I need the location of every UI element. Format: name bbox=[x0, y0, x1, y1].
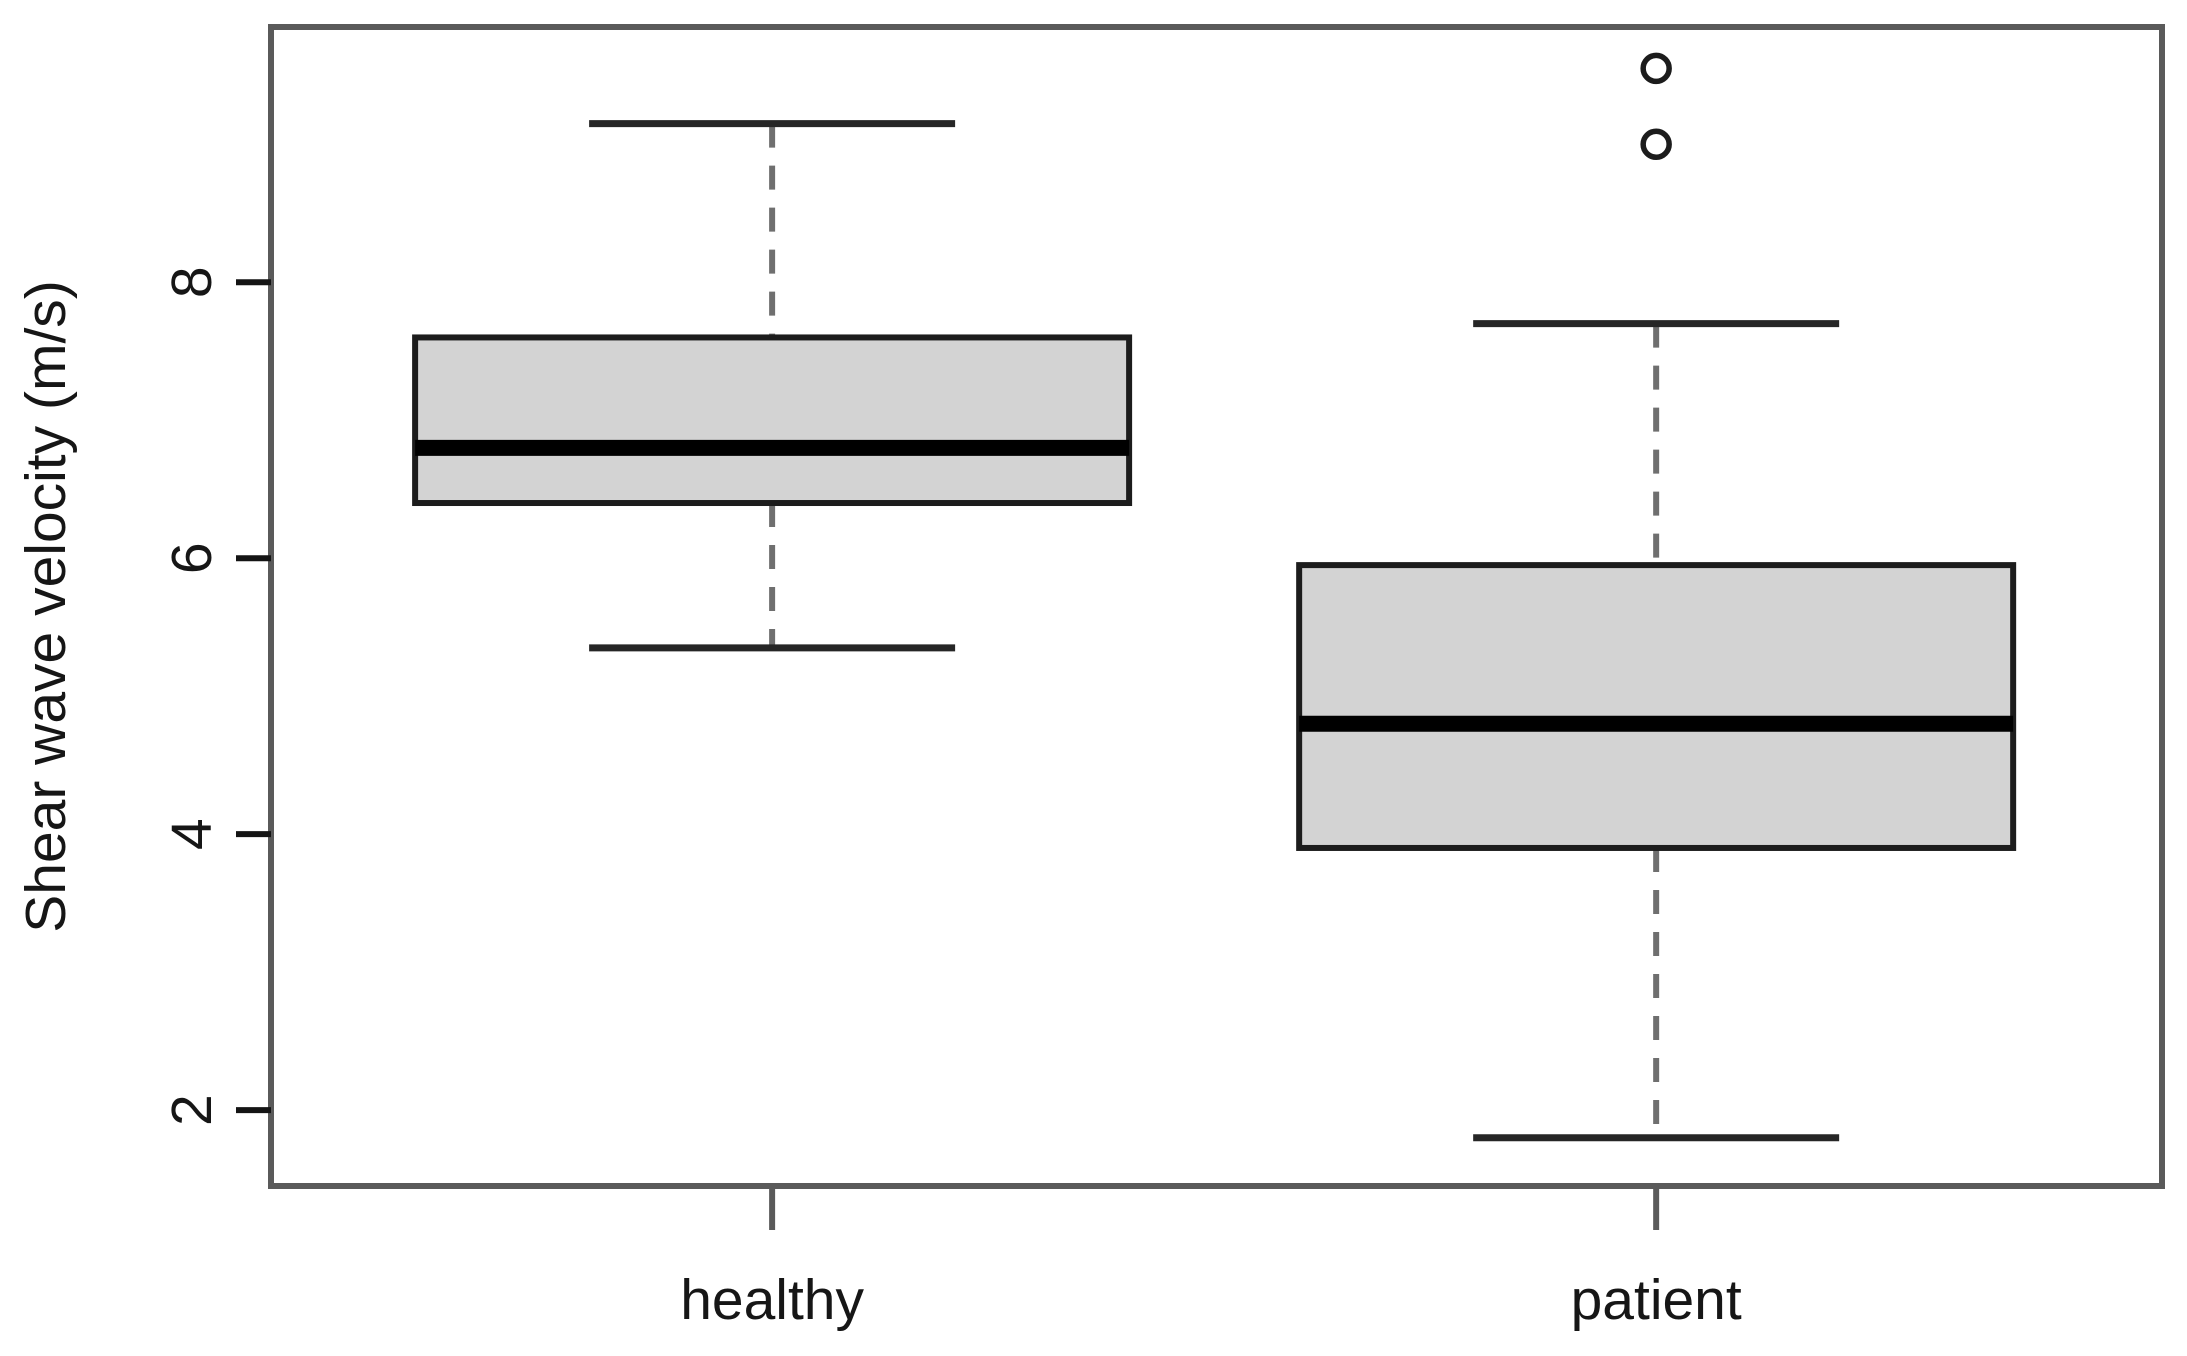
iqr-box bbox=[1296, 562, 2017, 851]
y-axis-label: Shear wave velocity (m/s) bbox=[14, 280, 78, 933]
x-category-label: healthy bbox=[680, 1268, 864, 1332]
y-tick-label: 2 bbox=[160, 1094, 224, 1126]
iqr-box bbox=[412, 334, 1133, 507]
y-tick-label: 8 bbox=[160, 266, 224, 298]
x-category-label: patient bbox=[1571, 1268, 1742, 1332]
outlier-point bbox=[1640, 128, 1672, 161]
outlier-point bbox=[1640, 52, 1672, 85]
y-tick-label: 4 bbox=[160, 818, 224, 850]
y-tick-label: 6 bbox=[160, 542, 224, 574]
plot-frame bbox=[268, 24, 2165, 1189]
